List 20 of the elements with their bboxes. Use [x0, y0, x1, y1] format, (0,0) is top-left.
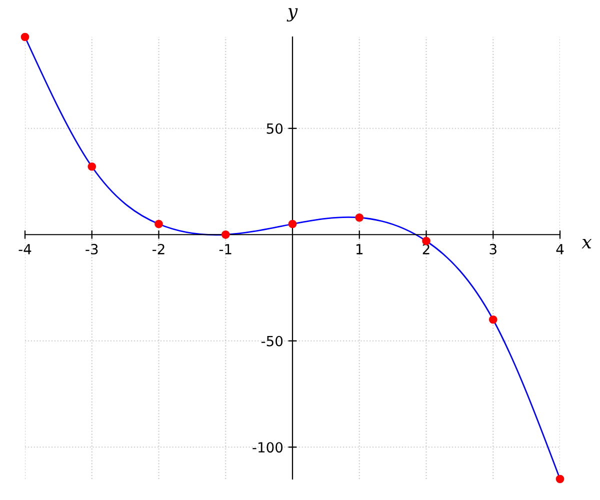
y-tick-label: -50	[261, 336, 283, 346]
point	[288, 220, 297, 228]
point	[20, 32, 30, 42]
x-tick-label: 4	[556, 244, 564, 254]
point	[88, 162, 96, 171]
x-tick-label: -2	[152, 244, 164, 254]
y-axis-title: y	[286, 8, 298, 22]
point	[355, 213, 364, 222]
point	[221, 230, 230, 239]
x-tick-label: -1	[219, 244, 232, 254]
point	[556, 474, 564, 484]
x-tick-label: -4	[18, 244, 32, 254]
point	[154, 220, 163, 228]
x-tick-label: -3	[86, 244, 98, 254]
y-tick-label: -100	[252, 442, 283, 453]
y-tick-label: 50	[266, 123, 283, 134]
x-axis-title: x	[582, 238, 592, 248]
point	[488, 315, 498, 324]
x-tick-label: 3	[490, 244, 496, 254]
x-tick-label: 1	[356, 244, 363, 254]
